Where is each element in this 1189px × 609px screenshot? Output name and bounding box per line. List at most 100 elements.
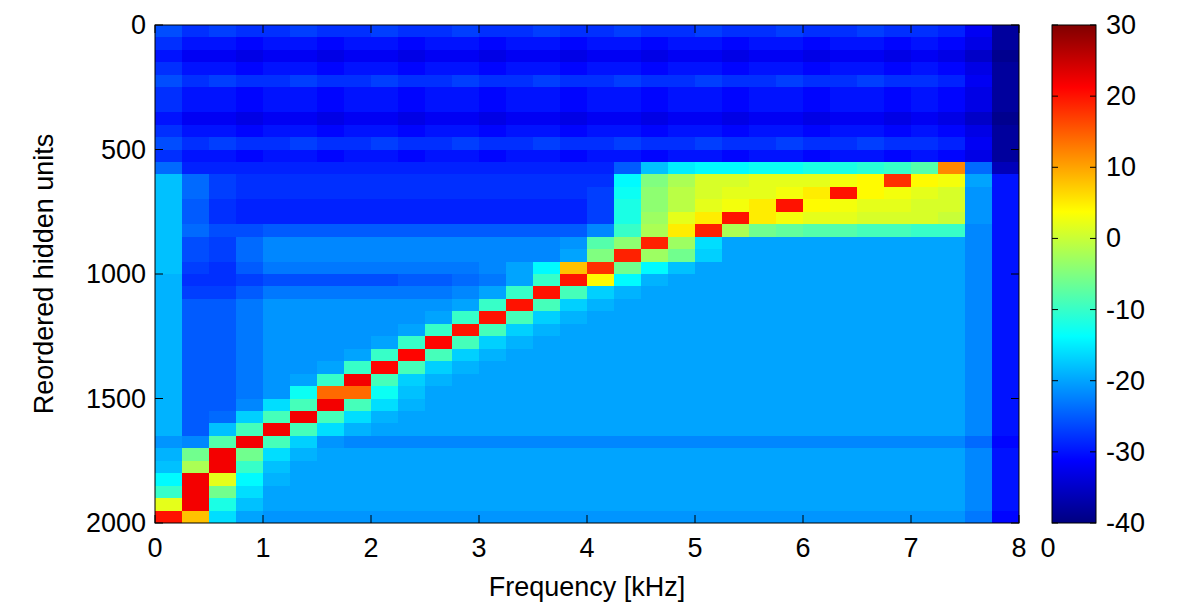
heat-cell xyxy=(614,286,642,299)
heat-cell xyxy=(830,262,858,275)
heat-cell xyxy=(479,100,507,113)
heat-cell xyxy=(803,100,831,113)
heat-cell xyxy=(587,324,615,337)
heat-cell xyxy=(371,311,399,324)
heat-cell xyxy=(857,473,885,486)
heat-cell xyxy=(263,374,291,387)
heat-cell xyxy=(776,50,804,63)
heat-cell xyxy=(506,150,534,163)
heat-cell xyxy=(722,311,750,324)
heat-cell xyxy=(236,511,264,523)
heat-cell xyxy=(182,461,210,474)
heat-cell xyxy=(965,237,993,250)
heat-cell xyxy=(722,199,750,212)
heat-cell xyxy=(722,100,750,113)
heat-cell xyxy=(560,311,588,324)
heat-cell xyxy=(398,349,426,362)
x-tick-label: 4 xyxy=(579,533,594,563)
heat-cell xyxy=(290,187,318,200)
heat-cell xyxy=(992,25,1019,38)
heat-cell xyxy=(749,436,777,449)
heat-cell xyxy=(425,324,453,337)
heat-cell xyxy=(695,448,723,461)
heat-cell xyxy=(911,187,939,200)
heat-cell xyxy=(560,174,588,187)
heat-cell xyxy=(452,212,480,225)
heat-cell xyxy=(479,274,507,287)
heat-cell xyxy=(668,461,696,474)
heat-cell xyxy=(398,187,426,200)
heat-cell xyxy=(992,286,1019,299)
heat-cell xyxy=(263,361,291,374)
heat-cell xyxy=(209,311,237,324)
x-tick-label: 2 xyxy=(363,533,378,563)
heat-cell xyxy=(155,112,183,125)
heat-cell xyxy=(857,286,885,299)
heat-cell xyxy=(776,461,804,474)
heat-cell xyxy=(803,150,831,163)
heat-cell xyxy=(587,274,615,287)
heat-cell xyxy=(830,486,858,499)
heat-cell xyxy=(938,473,966,486)
heat-cell xyxy=(182,199,210,212)
x-tick xyxy=(695,515,696,523)
heat-cell xyxy=(938,100,966,113)
heat-cell xyxy=(317,100,345,113)
heat-cell xyxy=(668,361,696,374)
heat-cell xyxy=(452,461,480,474)
heat-cell xyxy=(479,112,507,125)
heat-cell xyxy=(884,274,912,287)
heat-cell xyxy=(857,199,885,212)
colorbar-tick xyxy=(1090,380,1096,381)
heat-cell xyxy=(371,386,399,399)
heat-cell xyxy=(722,262,750,275)
heat-cell xyxy=(236,399,264,412)
heat-cell xyxy=(587,137,615,150)
heat-cell xyxy=(209,299,237,312)
heat-cell xyxy=(992,498,1019,511)
heat-cell xyxy=(911,249,939,262)
heat-cell xyxy=(155,150,183,163)
x-tick xyxy=(1019,515,1020,523)
heat-cell xyxy=(533,311,561,324)
heat-cell xyxy=(263,162,291,175)
heat-cell xyxy=(371,324,399,337)
heat-cell xyxy=(155,399,183,412)
heat-cell xyxy=(182,311,210,324)
heat-cell xyxy=(884,486,912,499)
heat-cell xyxy=(209,448,237,461)
heat-cell xyxy=(506,436,534,449)
heat-cell xyxy=(992,100,1019,113)
heat-cell xyxy=(371,162,399,175)
heat-cell xyxy=(398,62,426,75)
heat-cell xyxy=(236,162,264,175)
heat-cell xyxy=(668,125,696,138)
heat-cell xyxy=(965,125,993,138)
heat-cell xyxy=(614,374,642,387)
colorbar-tick xyxy=(1090,96,1096,97)
heat-cell xyxy=(911,423,939,436)
heat-cell xyxy=(371,361,399,374)
x-tick-label: 1 xyxy=(255,533,270,563)
heat-cell xyxy=(695,486,723,499)
heat-cell xyxy=(749,511,777,523)
heat-cell xyxy=(398,324,426,337)
y-tick xyxy=(155,523,163,524)
heat-cell xyxy=(749,199,777,212)
heat-cell xyxy=(425,423,453,436)
heat-cell xyxy=(830,436,858,449)
heat-cell xyxy=(506,112,534,125)
heat-cell xyxy=(425,461,453,474)
heat-cell xyxy=(641,498,669,511)
heat-cell xyxy=(560,386,588,399)
heat-cell xyxy=(371,62,399,75)
heat-cell xyxy=(236,374,264,387)
heat-cell xyxy=(506,423,534,436)
heat-cell xyxy=(722,125,750,138)
heat-cell xyxy=(560,62,588,75)
heat-cell xyxy=(884,386,912,399)
heat-cell xyxy=(317,224,345,237)
y-tick-label: 2000 xyxy=(86,508,146,538)
heat-cell xyxy=(533,473,561,486)
heat-cell xyxy=(263,461,291,474)
